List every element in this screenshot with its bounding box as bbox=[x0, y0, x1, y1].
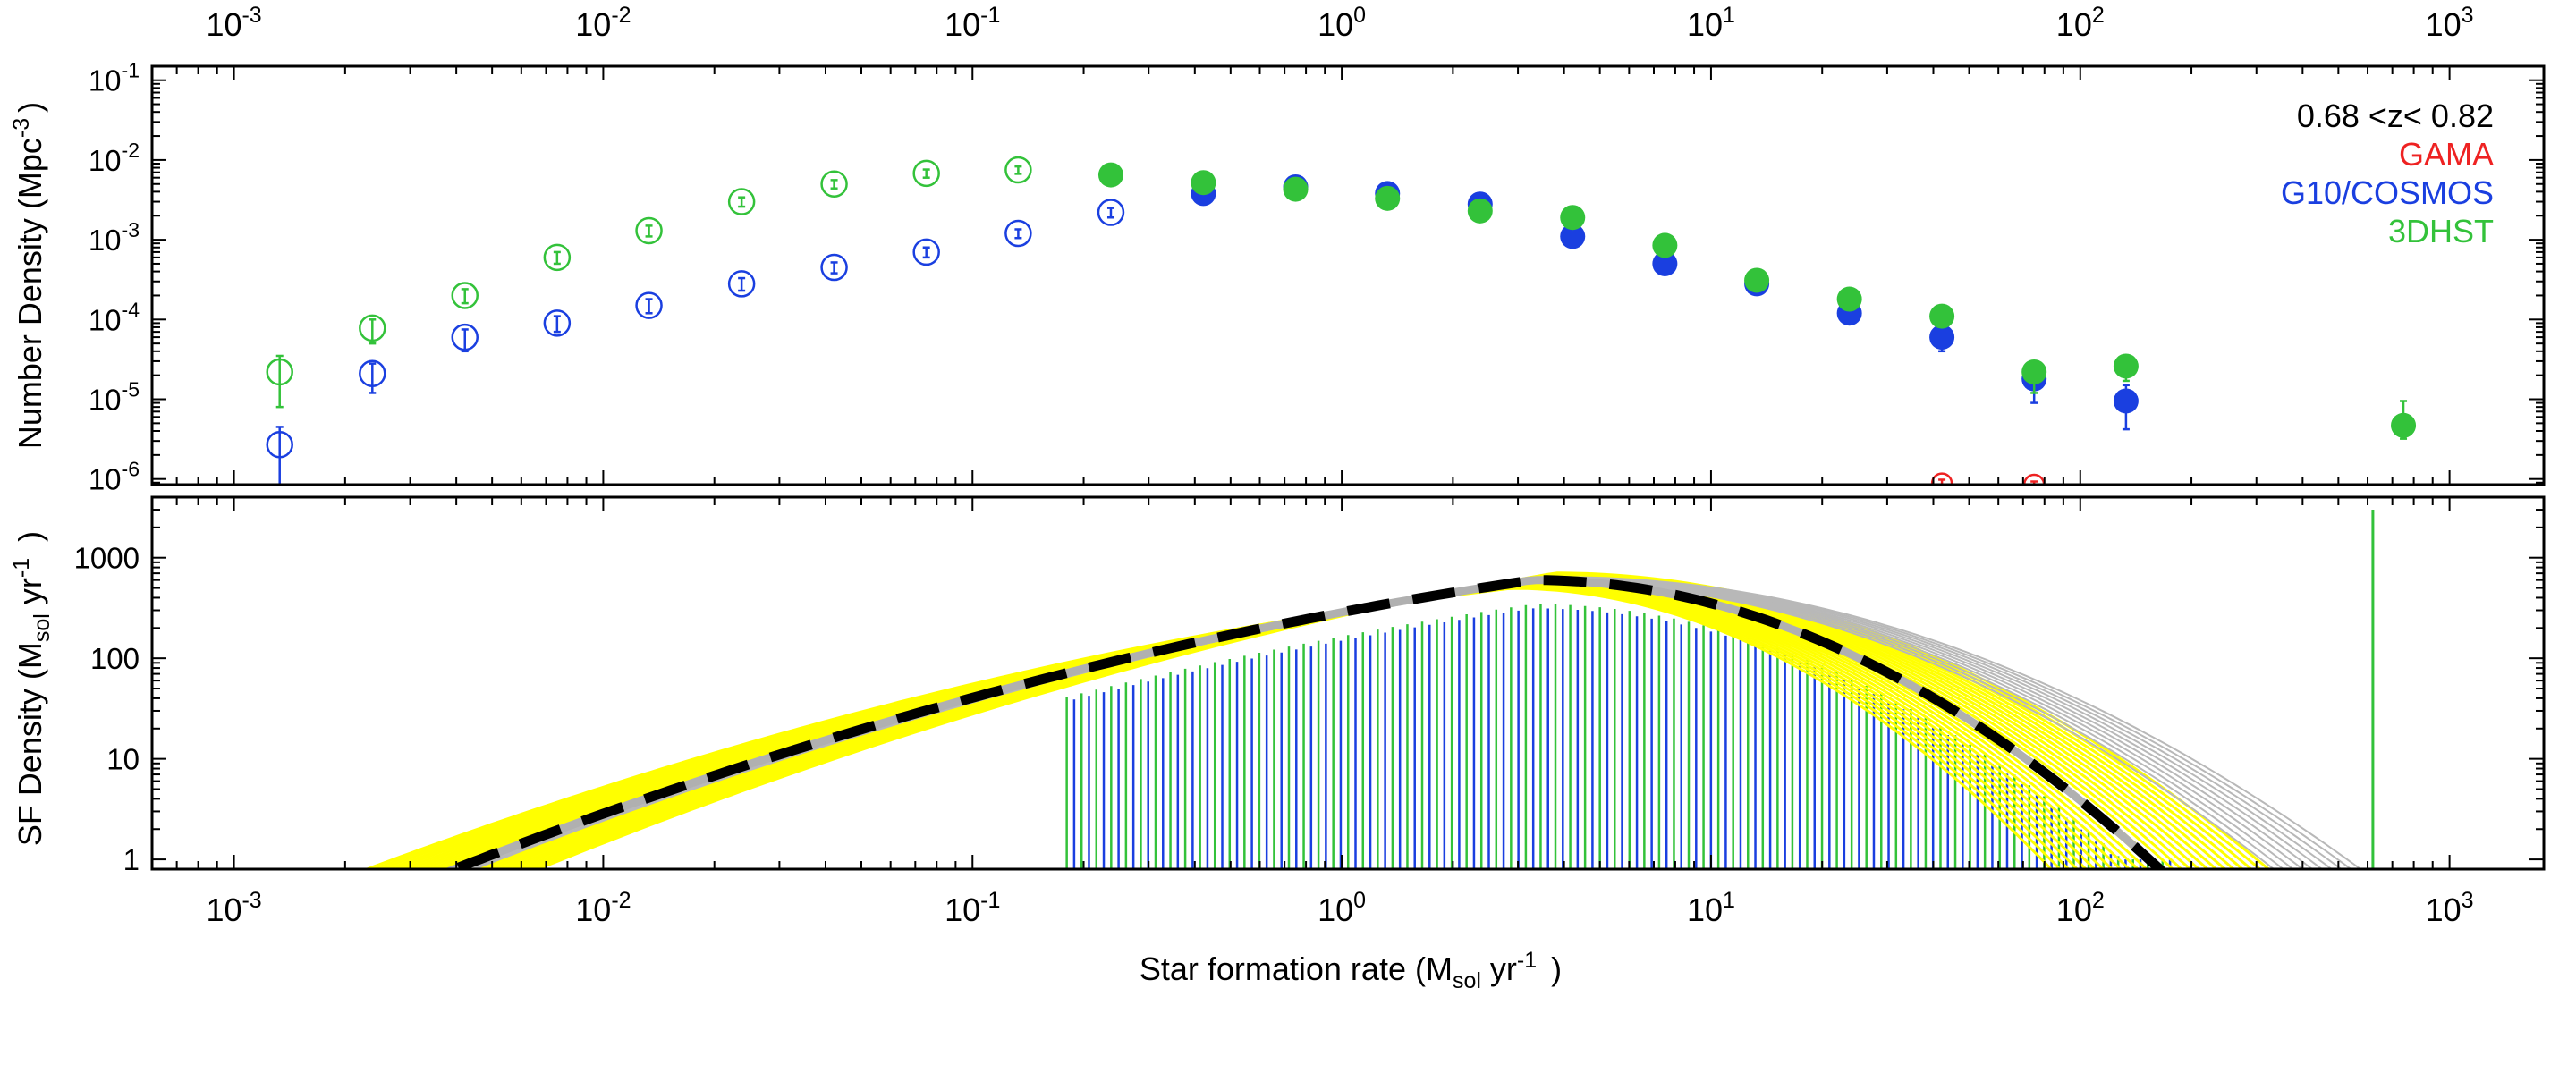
data-point-gama bbox=[2022, 473, 2046, 485]
redshift-label: 0.68 <z< 0.82 bbox=[2297, 97, 2494, 134]
data-point-3dhst bbox=[359, 314, 386, 342]
data-point-3dhst bbox=[1836, 286, 1862, 312]
data-point-g10-cosmos bbox=[820, 253, 848, 282]
data-point-3dhst bbox=[266, 358, 293, 386]
data-point-g10-cosmos bbox=[1929, 325, 1955, 351]
data-point-g10-cosmos bbox=[2113, 388, 2139, 414]
data-point-g10-cosmos bbox=[635, 291, 663, 319]
data-point-3dhst bbox=[1652, 232, 1678, 258]
data-point-3dhst bbox=[635, 216, 663, 245]
data-point-3dhst bbox=[1929, 303, 1955, 329]
data-point-g10-cosmos bbox=[1652, 250, 1678, 276]
bottom-x-tick-label: 102 bbox=[2056, 888, 2105, 928]
bottom-panel-frame bbox=[150, 495, 2546, 871]
bottom-x-tick-label: 101 bbox=[1687, 888, 1735, 928]
top-panel-ticks bbox=[151, 66, 2544, 485]
top-panel-number-density: 10-3 10-2 10-1 100 101 102 103 10-610-510-410-… bbox=[9, 3, 2546, 496]
top-axis-tick-label: 101 bbox=[1687, 3, 1735, 43]
data-point-g10-cosmos bbox=[727, 270, 756, 298]
data-point-3dhst bbox=[1744, 267, 1770, 293]
legend-3dhst: 3DHST bbox=[2388, 213, 2494, 249]
data-point-3dhst bbox=[1004, 156, 1032, 184]
data-point-3dhst bbox=[1097, 162, 1123, 188]
top-y-tick-label: 10-3 bbox=[89, 218, 140, 257]
bottom-y-axis-title: SF Density (Msol yr-1 ) bbox=[9, 531, 55, 846]
top-axis-tick-label: 100 bbox=[1318, 3, 1366, 43]
bottom-x-tick-label: 10-3 bbox=[206, 888, 261, 928]
data-point-3dhst bbox=[2021, 359, 2047, 384]
data-point-3dhst bbox=[1283, 176, 1309, 202]
bottom-panel-ticks bbox=[151, 496, 2544, 869]
data-point-3dhst bbox=[451, 282, 479, 309]
data-point-3dhst bbox=[1467, 198, 1493, 224]
top-axis-tick-labels: 10-3 10-2 10-1 100 101 102 103 bbox=[206, 3, 2473, 43]
legend-gama: GAMA bbox=[2399, 136, 2494, 173]
data-point-g10-cosmos bbox=[1097, 199, 1125, 226]
data-point-3dhst bbox=[912, 159, 940, 188]
data-point-g10-cosmos bbox=[451, 323, 479, 351]
data-point-g10-cosmos bbox=[1560, 224, 1586, 249]
best-fit-curve bbox=[440, 575, 2167, 869]
top-axis-tick-label: 10-1 bbox=[945, 3, 1000, 43]
bottom-x-tick-label: 10-1 bbox=[945, 888, 1000, 928]
top-axis-tick-label: 102 bbox=[2056, 3, 2105, 43]
bottom-y-tick-label: 100 bbox=[90, 642, 140, 675]
data-point-3dhst bbox=[727, 188, 756, 215]
data-point-3dhst bbox=[820, 170, 848, 199]
bottom-y-tick-label: 10 bbox=[106, 743, 140, 776]
top-panel-data bbox=[266, 156, 2417, 485]
bottom-x-tick-label: 103 bbox=[2426, 888, 2474, 928]
top-y-tick-label: 10-5 bbox=[89, 378, 140, 417]
x-axis-title: Star formation rate (Msol yr-1 ) bbox=[1140, 948, 1562, 993]
legend-g10-cosmos: G10/COSMOS bbox=[2281, 174, 2494, 211]
top-axis-tick-label: 103 bbox=[2426, 3, 2474, 43]
bottom-panel-data bbox=[363, 510, 2375, 869]
bottom-y-tick-label: 1000 bbox=[74, 542, 140, 575]
data-point-g10-cosmos bbox=[266, 430, 293, 459]
bottom-panel-sf-density: 10-3 10-2 10-1 100 101 102 103 1 10 100 1000 SF D… bbox=[9, 495, 2546, 993]
top-y-tick-label: 10-4 bbox=[89, 298, 140, 336]
top-axis-tick-label: 10-3 bbox=[206, 3, 261, 43]
top-panel-frame bbox=[150, 64, 2546, 486]
data-point-3dhst bbox=[2113, 353, 2139, 379]
data-point-g10-cosmos bbox=[359, 359, 386, 388]
data-point-g10-cosmos bbox=[1004, 219, 1032, 248]
bottom-y-tick-label: 1 bbox=[123, 843, 140, 876]
data-point-3dhst bbox=[1191, 170, 1216, 196]
bottom-x-tick-label: 100 bbox=[1318, 888, 1366, 928]
top-axis-tick-label: 10-2 bbox=[575, 3, 631, 43]
data-point-3dhst bbox=[1375, 185, 1401, 211]
top-y-tick-labels: 10-6 10-5 10-4 10-3 10-2 10-1 bbox=[89, 59, 140, 496]
data-point-3dhst bbox=[543, 243, 572, 272]
top-y-tick-label: 10-6 bbox=[89, 458, 140, 496]
data-point-g10-cosmos bbox=[543, 309, 572, 337]
bottom-y-tick-labels: 1 10 100 1000 bbox=[74, 542, 140, 876]
data-point-3dhst bbox=[2391, 412, 2417, 438]
bottom-x-tick-label: 10-2 bbox=[575, 888, 631, 928]
data-point-3dhst bbox=[1560, 205, 1586, 231]
top-y-tick-label: 10-1 bbox=[89, 59, 140, 97]
bottom-x-tick-labels: 10-3 10-2 10-1 100 101 102 103 bbox=[206, 888, 2473, 928]
data-point-g10-cosmos bbox=[912, 238, 940, 266]
top-y-tick-label: 10-2 bbox=[89, 139, 140, 177]
top-y-axis-title: Number Density (Mpc-3) bbox=[9, 102, 48, 449]
